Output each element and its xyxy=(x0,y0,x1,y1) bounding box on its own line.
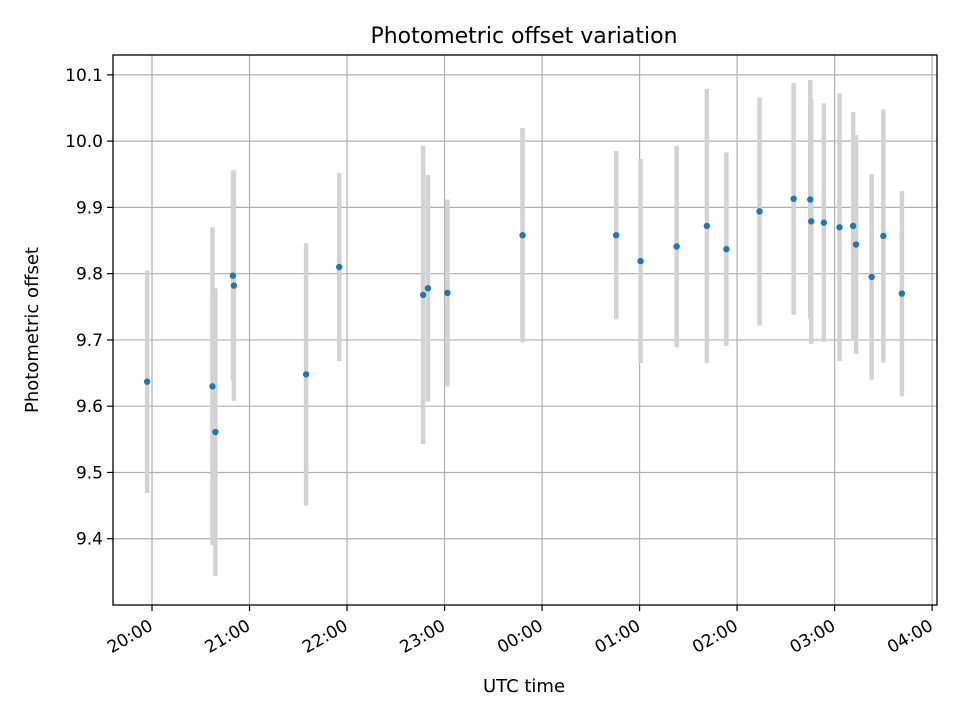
data-point xyxy=(612,232,620,239)
y-tick-label: 9.7 xyxy=(76,331,103,351)
data-point xyxy=(673,243,680,250)
data-point xyxy=(807,196,814,203)
data-point xyxy=(756,208,763,215)
data-point xyxy=(519,232,526,239)
y-axis: 9.4 9.5 9.6 9.7 9.8 9.9 10.0 10.1 xyxy=(65,66,113,550)
data-point xyxy=(790,195,797,202)
y-tick-label: 9.8 xyxy=(76,265,103,285)
data-point xyxy=(868,273,875,281)
data-point xyxy=(209,383,216,390)
y-tick-label: 9.5 xyxy=(76,463,103,483)
data-point xyxy=(143,378,151,385)
data-point xyxy=(336,263,343,271)
chart-title: Photometric offset variation xyxy=(370,24,677,49)
y-tick-label: 9.6 xyxy=(76,397,103,417)
data-point xyxy=(302,371,310,378)
y-tick-label: 9.4 xyxy=(76,530,103,550)
data-point xyxy=(444,289,451,297)
data-point xyxy=(424,285,432,292)
data-point xyxy=(898,290,906,297)
point-layer xyxy=(143,195,906,436)
data-point xyxy=(849,222,857,230)
y-tick-label: 9.9 xyxy=(76,198,103,218)
data-point xyxy=(212,428,219,436)
data-point xyxy=(880,232,887,240)
y-tick-label: 10.1 xyxy=(65,66,103,86)
plot-frame xyxy=(112,54,938,606)
data-point xyxy=(723,245,730,253)
x-axis-label: UTC time xyxy=(483,676,565,697)
data-point xyxy=(808,218,815,225)
data-point xyxy=(852,241,860,248)
y-axis-label: Photometric offset xyxy=(22,247,43,413)
data-point xyxy=(703,222,711,230)
data-point xyxy=(637,257,644,265)
data-point xyxy=(419,291,427,299)
y-tick-label: 10.0 xyxy=(65,132,103,152)
data-point xyxy=(230,282,238,289)
data-point xyxy=(229,272,237,279)
data-point xyxy=(820,219,828,226)
data-point xyxy=(836,224,843,231)
